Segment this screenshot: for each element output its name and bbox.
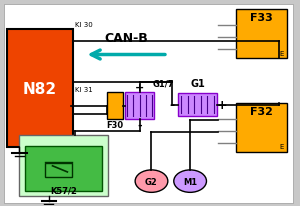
Text: F32: F32 [250,106,273,116]
Circle shape [135,170,168,192]
Text: N82: N82 [23,81,57,96]
Bar [19,136,108,197]
Text: G1: G1 [190,79,205,89]
Text: +: + [217,98,227,111]
Text: -: - [169,98,174,111]
Bar [107,93,123,119]
Bar [25,147,102,191]
Text: F33: F33 [250,13,273,23]
Bar [236,103,287,152]
Text: K57/2: K57/2 [50,185,77,194]
Text: CAN-B: CAN-B [104,32,148,45]
Text: G1/7: G1/7 [153,79,174,88]
Text: KI 31: KI 31 [75,87,93,93]
Text: E: E [279,144,284,150]
Text: M1: M1 [183,177,197,186]
Text: +: + [135,83,144,93]
Text: G2: G2 [145,177,158,186]
Text: -: - [137,120,142,130]
Circle shape [174,170,206,192]
Text: E: E [279,50,284,56]
Bar [125,93,154,119]
Bar [45,163,72,177]
Text: KI 30: KI 30 [75,22,93,28]
Bar [178,94,217,116]
Text: F30: F30 [106,121,124,130]
Bar [7,30,73,148]
Bar [236,9,287,58]
